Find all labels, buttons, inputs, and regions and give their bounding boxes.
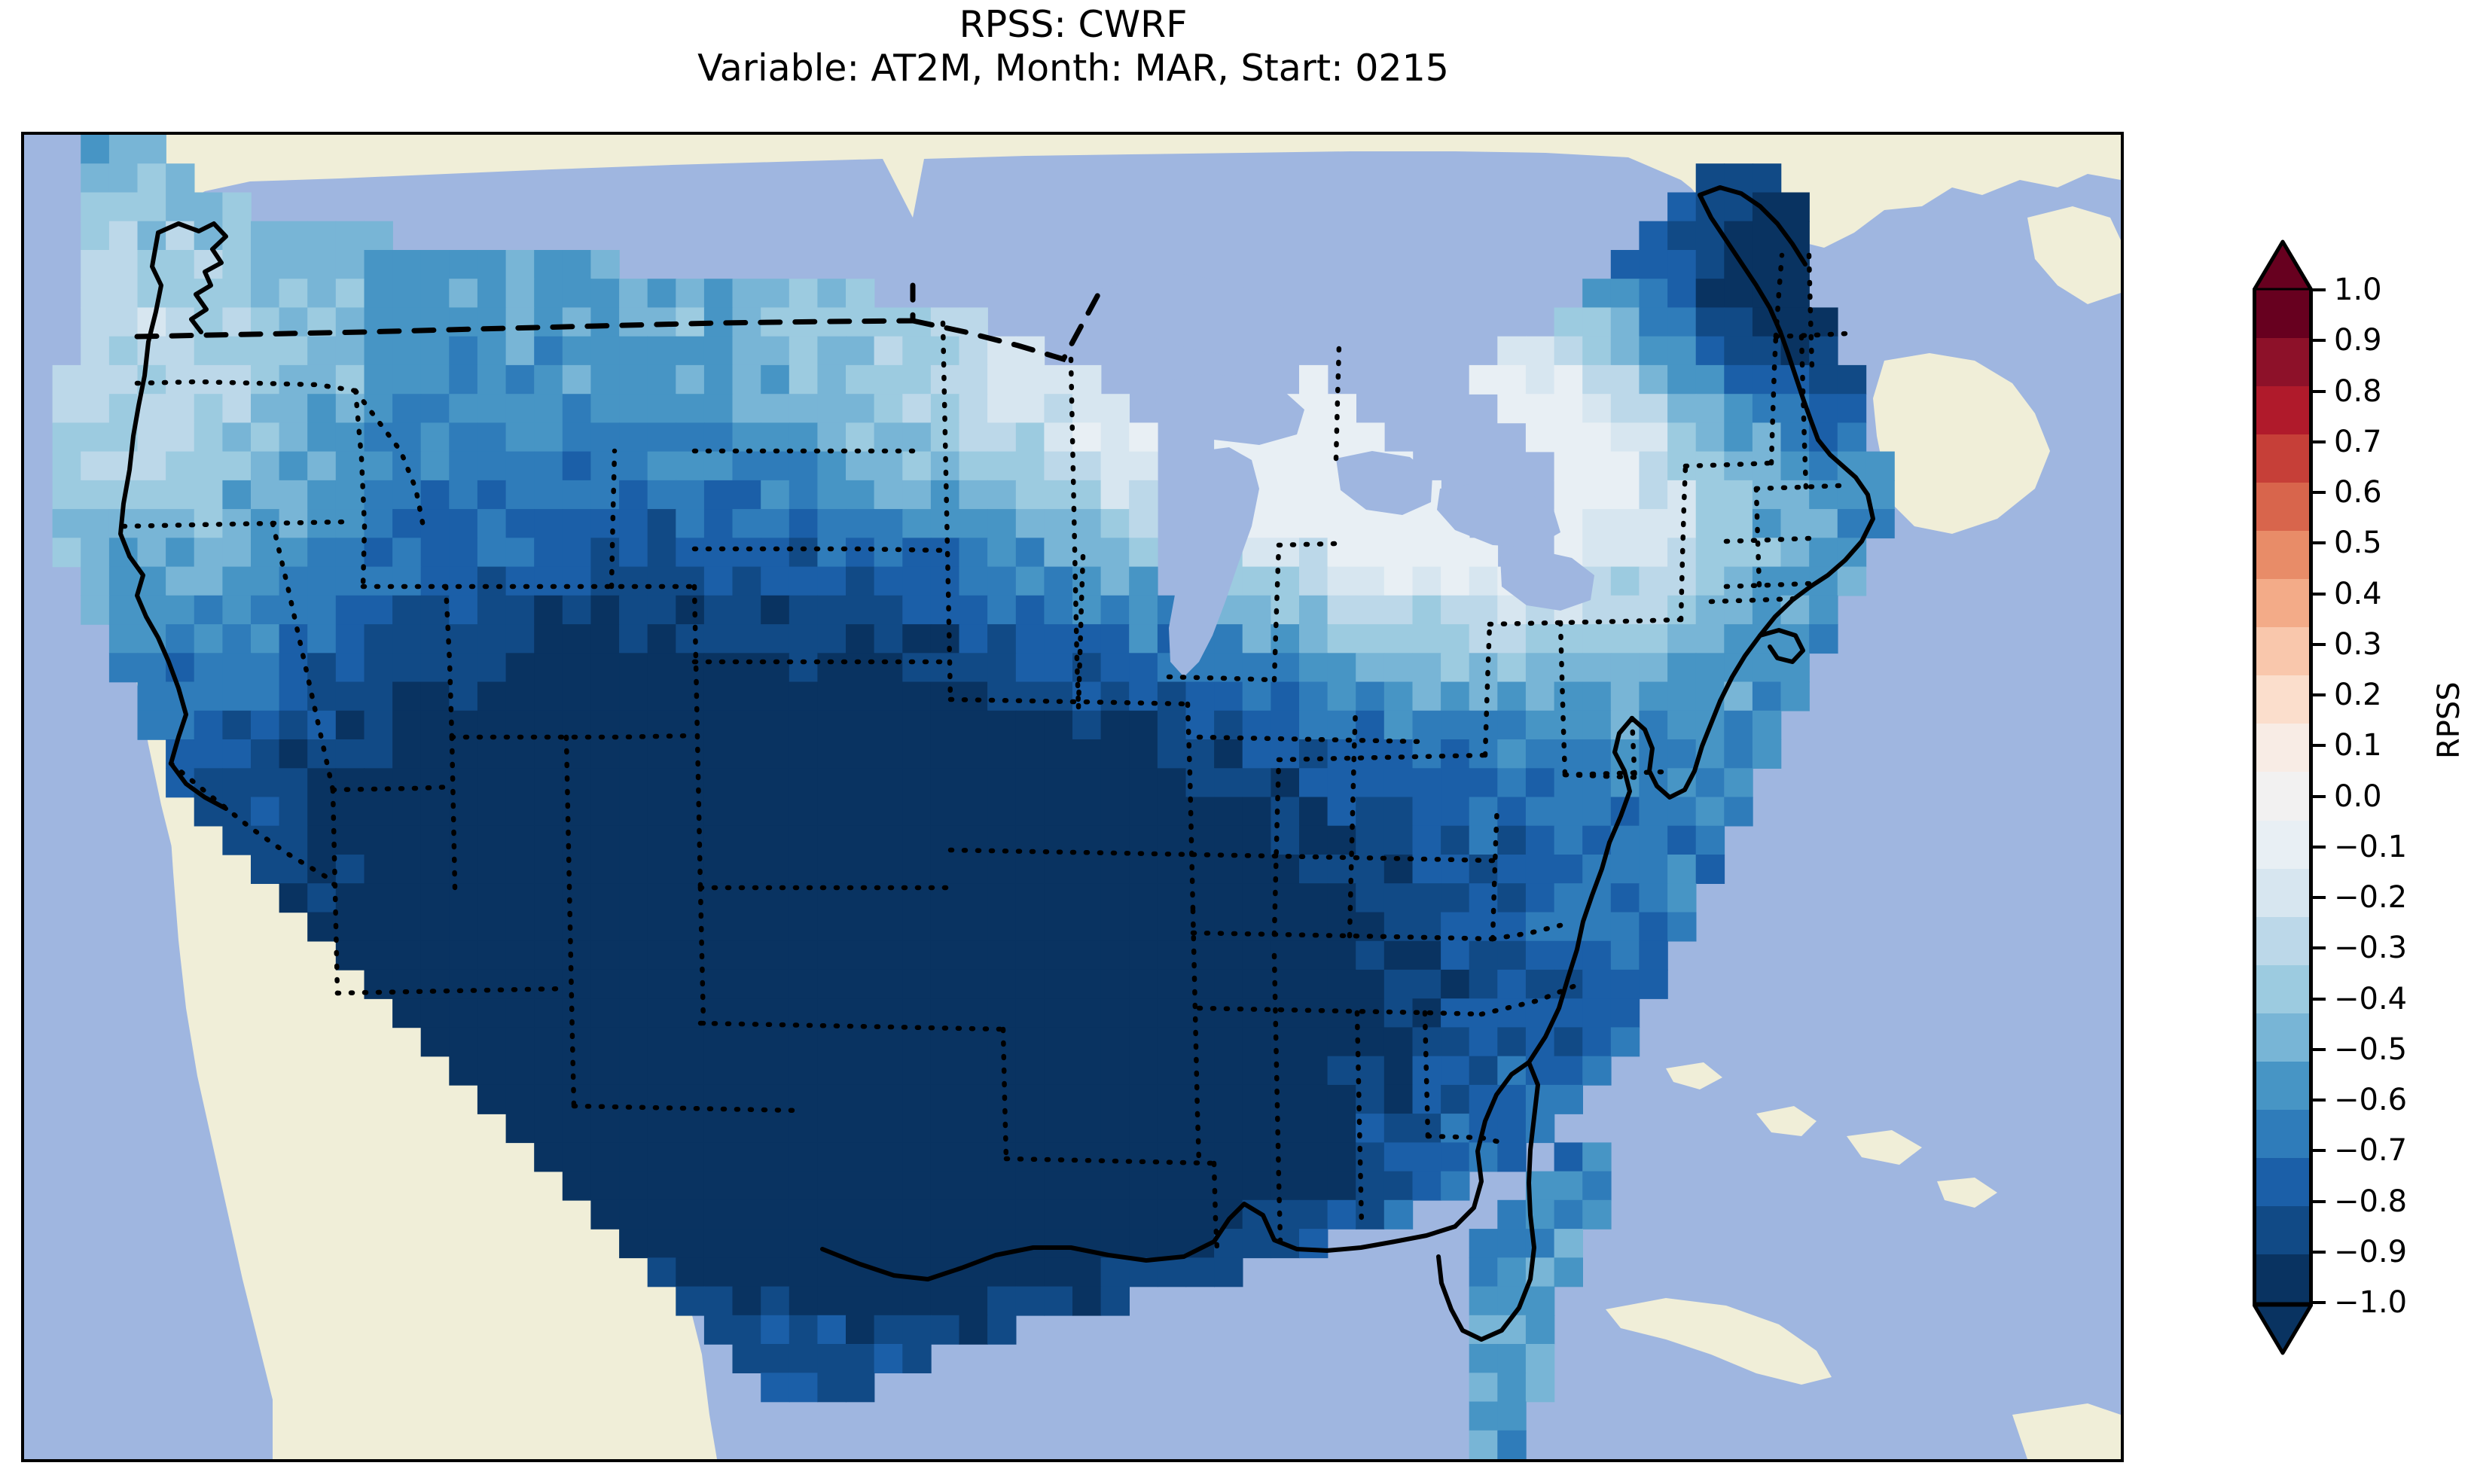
- colorbar-band: [2254, 1061, 2311, 1111]
- colorbar-tick: [2311, 491, 2326, 494]
- colorbar-tick-label: −0.7: [2334, 1133, 2408, 1169]
- colorbar-tick: [2311, 693, 2326, 696]
- title-line-1: RPSS: CWRF: [959, 3, 1188, 46]
- great-lakes: [1100, 274, 1594, 677]
- colorbar-extend-top-arrow: [2253, 239, 2313, 292]
- colorbar-band: [2254, 1157, 2311, 1207]
- colorbar-band: [2254, 820, 2311, 870]
- colorbar-tick-label: 0.8: [2334, 373, 2382, 409]
- colorbar-tick: [2311, 1301, 2326, 1304]
- colorbar-tick: [2311, 1099, 2326, 1102]
- colorbar-tick: [2311, 541, 2326, 545]
- colorbar-band: [2254, 772, 2311, 821]
- colorbar-tick: [2311, 288, 2326, 291]
- colorbar-tick: [2311, 997, 2326, 1001]
- colorbar-tick-label: −0.5: [2334, 1031, 2408, 1067]
- colorbar-tick: [2311, 440, 2326, 443]
- colorbar-tick-label: 0.2: [2334, 678, 2382, 712]
- colorbar-tick-label: 1.0: [2334, 273, 2382, 307]
- colorbar-tick-label: 0.5: [2334, 526, 2382, 561]
- colorbar-band: [2254, 579, 2311, 629]
- colorbar-band: [2254, 531, 2311, 580]
- colorbar-band: [2254, 483, 2311, 532]
- map-canvas: [24, 135, 2121, 1459]
- colorbar-gradient: [2254, 290, 2311, 1303]
- colorbar-band: [2254, 290, 2311, 340]
- colorbar-extend-bottom-arrow: [2253, 1303, 2313, 1355]
- colorbar-tick: [2311, 845, 2326, 849]
- colorbar-tick: [2311, 1047, 2326, 1051]
- colorbar-tick-label: 0.9: [2334, 323, 2382, 358]
- title-line-2: Variable: AT2M, Month: MAR, Start: 0215: [697, 47, 1449, 90]
- state-borders: [120, 252, 1850, 1252]
- colorbar-tick: [2311, 794, 2326, 798]
- colorbar-band: [2254, 627, 2311, 677]
- colorbar-tick-label: 0.1: [2334, 728, 2382, 763]
- colorbar-tick-label: 0.3: [2334, 626, 2382, 662]
- colorbar-band: [2254, 964, 2311, 1014]
- colorbar-tick: [2311, 339, 2326, 343]
- colorbar-band: [2254, 1109, 2311, 1159]
- colorbar: 1.0 0.9 0.8 0.7 0.6 0.5 0.4 0.3 0.2 0.1 0.0 −0.1 −0.…: [2253, 239, 2474, 1361]
- rpss-data-raster: [52, 135, 1895, 1459]
- colorbar-band: [2254, 675, 2311, 725]
- colorbar-tick: [2311, 946, 2326, 950]
- colorbar-tick: [2311, 1250, 2326, 1254]
- colorbar-tick: [2311, 389, 2326, 393]
- colorbar-tick-label: 0.7: [2334, 424, 2382, 459]
- international-border: [134, 282, 1104, 363]
- colorbar-tick: [2311, 642, 2326, 646]
- colorbar-band: [2254, 868, 2311, 918]
- colorbar-tick-label: −0.9: [2334, 1234, 2408, 1269]
- colorbar-tick-label: −0.6: [2334, 1083, 2408, 1117]
- colorbar-tick: [2311, 896, 2326, 899]
- colorbar-band: [2254, 386, 2311, 436]
- colorbar-tick: [2311, 1199, 2326, 1203]
- colorbar-tick-label: −1.0: [2334, 1285, 2408, 1320]
- colorbar-band: [2254, 916, 2311, 966]
- colorbar-band: [2254, 338, 2311, 388]
- colorbar-band: [2254, 1205, 2311, 1255]
- colorbar-axis-label: RPSS: [2432, 681, 2466, 759]
- colorbar-tick-label: −0.1: [2334, 829, 2408, 864]
- colorbar-tick-label: 0.4: [2334, 576, 2382, 611]
- colorbar-tick: [2311, 744, 2326, 748]
- colorbar-band: [2254, 1013, 2311, 1062]
- colorbar-tick-label: −0.2: [2334, 880, 2408, 915]
- colorbar-band: [2254, 724, 2311, 773]
- colorbar-tick-label: 0.6: [2334, 475, 2382, 510]
- colorbar-tick-label: 0.0: [2334, 779, 2382, 814]
- colorbar-tick: [2311, 592, 2326, 596]
- colorbar-tick-label: −0.8: [2334, 1184, 2408, 1219]
- colorbar-tick-label: −0.4: [2334, 981, 2408, 1016]
- colorbar-tick-label: −0.3: [2334, 931, 2408, 966]
- figure-title: RPSS: CWRF Variable: AT2M, Month: MAR, S…: [0, 3, 2146, 90]
- colorbar-band: [2254, 434, 2311, 484]
- map-axes: [21, 132, 2124, 1462]
- colorbar-tick: [2311, 1149, 2326, 1153]
- colorbar-band: [2254, 1254, 2311, 1303]
